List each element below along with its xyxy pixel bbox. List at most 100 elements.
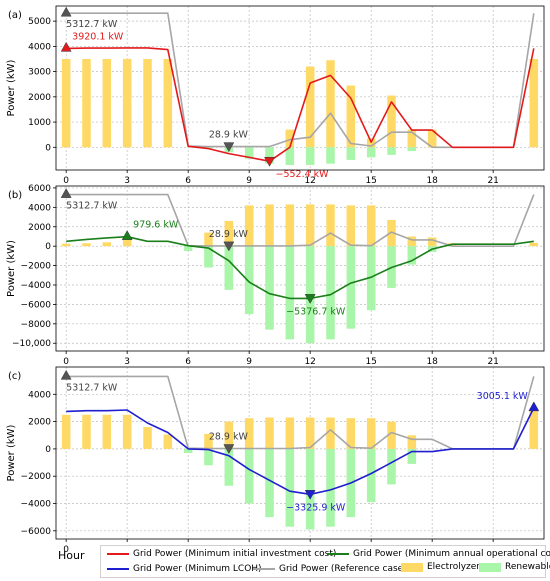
annotation-marker [60, 6, 72, 17]
y-tick-label: 0 [45, 143, 51, 153]
bar-renewable [285, 448, 295, 527]
bar-electrolyzer [427, 129, 437, 148]
y-tick-label: 0 [45, 445, 51, 455]
bar-electrolyzer [102, 242, 112, 247]
legend-swatch-yellow [401, 562, 423, 572]
y-axis-label: Power (kW) [6, 240, 17, 297]
annotation-marker [60, 369, 72, 380]
bar-electrolyzer [305, 66, 315, 148]
bar-electrolyzer [529, 407, 539, 449]
bar-electrolyzer [387, 95, 396, 148]
bar-electrolyzer [244, 205, 254, 247]
panel-label: (a) [8, 10, 22, 21]
annotation-label: 5312.7 kW [66, 382, 118, 393]
bar-renewable [326, 448, 335, 527]
legend-item-reference: Grid Power (Reference case) [253, 564, 407, 574]
annotation-label: −3325.9 kW [286, 502, 346, 513]
x-tick-label: 9 [246, 357, 252, 367]
y-axis-label: Power (kW) [6, 59, 17, 116]
bar-electrolyzer [143, 58, 152, 148]
y-tick-label: 4000 [28, 203, 51, 213]
y-tick-label: 6000 [28, 184, 51, 194]
bar-renewable [204, 448, 213, 466]
annotation-label: 5312.7 kW [66, 201, 118, 212]
legend-item-renewable: Renewable [479, 562, 550, 572]
axes-frame [55, 366, 545, 540]
legend-swatch-green [327, 553, 349, 555]
bar-renewable [244, 448, 254, 504]
y-tick-label: 1000 [28, 118, 51, 128]
bar-electrolyzer [163, 434, 173, 449]
bar-renewable [224, 448, 234, 486]
x-tick-label: 12 [304, 357, 315, 367]
bar-electrolyzer [143, 427, 152, 449]
x-tick-label: 3 [124, 176, 130, 186]
bar-electrolyzer [61, 58, 71, 148]
bar-electrolyzer [326, 417, 335, 449]
bar-electrolyzer [529, 242, 539, 247]
y-tick-label: −10,000 [12, 339, 51, 349]
y-tick-label: 2000 [28, 418, 51, 428]
annotation-label: 5312.7 kW [66, 19, 118, 30]
panel-3: 5312.7 kW 3005.1 kW 28.9 kW −3325.9 kW 4000 2… [6, 366, 545, 555]
series-line [66, 193, 535, 247]
y-tick-label: 5000 [28, 17, 51, 27]
bar-electrolyzer [285, 417, 295, 449]
bar-renewable [204, 246, 213, 268]
legend: Grid Power (Minimum initial investment c… [100, 545, 550, 578]
bar-renewable [387, 448, 396, 485]
annotation-marker [304, 490, 316, 500]
bar-electrolyzer [82, 243, 91, 247]
bar-renewable [183, 246, 193, 252]
bar-electrolyzer [265, 417, 274, 449]
bar-renewable [366, 448, 376, 503]
bar-renewable [183, 448, 193, 453]
y-tick-label: 4000 [28, 390, 51, 400]
legend-swatch-blue [107, 568, 129, 570]
annotation-marker [121, 230, 133, 240]
bar-electrolyzer [346, 418, 356, 449]
bar-renewable [346, 147, 356, 160]
bar-renewable [326, 246, 335, 340]
x-tick-label: 21 [487, 357, 498, 367]
bar-renewable [407, 246, 417, 265]
panel-label: (b) [8, 190, 22, 201]
bar-electrolyzer [427, 237, 437, 247]
bar-renewable [224, 246, 234, 290]
axes-frame [55, 185, 545, 352]
bar-renewable [265, 246, 274, 330]
bar-renewable [265, 147, 274, 164]
bar-electrolyzer [346, 205, 356, 247]
bar-electrolyzer [305, 204, 315, 247]
legend-swatch-green-light [479, 562, 501, 572]
legend-item-min-lcoh: Grid Power (Minimum LCOH) [107, 564, 262, 574]
y-tick-label: −4000 [21, 500, 52, 510]
annotation-marker [60, 188, 72, 198]
bar-electrolyzer [122, 237, 132, 247]
annotation-label: 28.9 kW [209, 432, 249, 443]
bar-electrolyzer [366, 205, 376, 247]
annotation-label: −552.4 kW [276, 169, 330, 180]
x-tick-label: 3 [124, 357, 130, 367]
annotation-label: 28.9 kW [209, 130, 249, 141]
legend-item-electrolyzer: Electrolyzer [401, 562, 480, 572]
y-tick-label: −6000 [21, 300, 52, 310]
panel-label: (c) [8, 371, 21, 382]
bar-renewable [305, 147, 315, 165]
x-tick-label: 15 [365, 357, 376, 367]
bar-electrolyzer [61, 243, 71, 247]
bar-electrolyzer [61, 414, 71, 449]
bar-electrolyzer [366, 418, 376, 449]
bar-electrolyzer [285, 129, 295, 148]
bar-electrolyzer [244, 418, 254, 449]
y-tick-label: 4000 [28, 42, 51, 52]
bar-electrolyzer [224, 421, 234, 449]
annotation-marker [264, 156, 275, 167]
legend-label: Grid Power (Minimum annual operational c… [353, 549, 550, 559]
annotation-marker [223, 241, 235, 252]
annotation-label: 28.9 kW [209, 229, 249, 240]
bar-renewable [387, 147, 396, 155]
bar-renewable [366, 147, 376, 158]
y-tick-label: −8000 [21, 320, 52, 330]
